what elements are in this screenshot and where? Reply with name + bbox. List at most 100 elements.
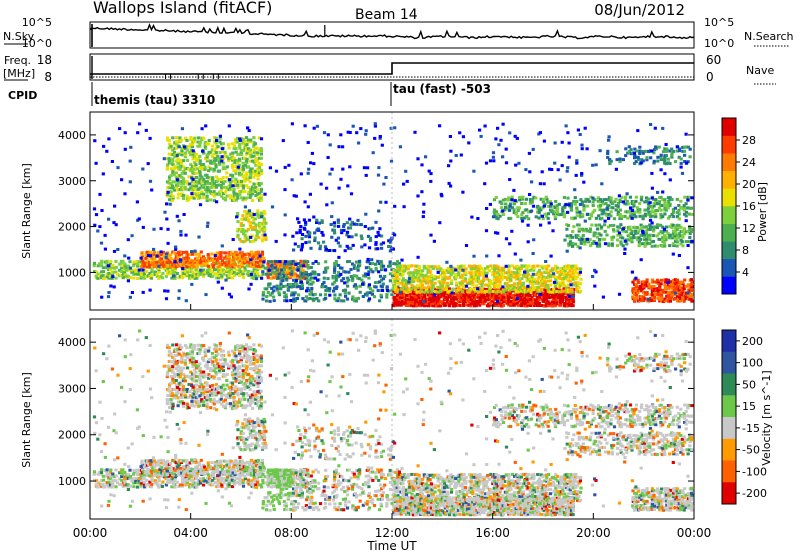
power-cell [442,281,446,285]
power-cell [184,270,188,274]
power-cell [401,271,405,275]
power-cell [299,280,303,284]
power-cell [498,200,502,204]
power-cell [626,151,630,155]
power-cell [342,228,346,232]
power-cell [300,282,304,286]
power-cell [283,165,287,169]
power-cell [424,281,428,285]
power-cell [636,238,640,242]
power-cell [559,283,563,287]
power-cell [255,231,260,235]
power-cell [560,140,564,144]
power-cell [210,148,214,152]
power-cell [405,288,409,292]
power-cell [211,176,215,180]
power-cell [232,160,236,164]
power-cell [272,289,276,293]
power-cell [521,290,525,294]
power-cell [478,303,482,307]
power-cell [516,274,520,278]
power-cell [633,154,637,157]
power-cell [140,253,144,257]
power-cell [633,229,638,233]
power-cell [401,284,405,288]
power-cell [261,238,265,241]
power-cell [296,244,301,248]
power-cell [202,179,206,183]
power-cell [98,225,102,229]
power-cell [426,270,430,274]
power-cell [480,300,484,303]
power-cell [483,182,487,186]
power-cell [121,259,125,263]
power-cell [228,184,233,187]
power-cell [176,157,180,161]
power-cell [246,178,250,182]
power-cell [471,297,475,301]
power-cell [571,304,575,308]
power-cell [358,259,362,263]
power-cell [464,294,468,298]
power-cell [356,266,360,270]
power-cell [377,209,381,213]
power-cell [575,210,579,214]
freq-panel: Freq. [MHz] 18 8 60 0 Nave [3,53,776,85]
power-cell [510,229,514,233]
power-cell [633,299,637,303]
power-cell [228,261,232,265]
power-cell [313,276,318,280]
power-cell [498,292,502,296]
power-cell [426,281,430,285]
power-cell [641,290,645,294]
power-cell [403,269,407,273]
power-cell [568,267,572,270]
power-cell [352,264,356,268]
power-cell [223,190,227,194]
power-cell [649,123,653,126]
power-cell [288,276,292,280]
power-cell [603,237,607,241]
power-cell [255,257,259,260]
power-cell [455,296,459,300]
power-cell [683,153,687,157]
power-cell [205,173,209,177]
power-cell [504,161,509,165]
power-cell [671,229,675,233]
power-cell [203,141,207,144]
power-cell [338,244,342,248]
power-cell [455,302,459,306]
power-cell [279,264,283,268]
power-cell [686,297,690,301]
power-cell [568,272,572,276]
power-cell [444,289,448,293]
power-cell [675,280,679,284]
power-cell [399,281,403,285]
power-cell [662,229,667,233]
power-cell [557,294,561,298]
power-cell [498,214,502,218]
power-cell [603,242,608,246]
power-cell [516,285,520,289]
power-colorbar-label: Power [dB] [756,182,769,242]
power-cell [127,256,131,260]
power-cell [230,276,235,280]
power-cell [501,155,505,159]
power-cell [347,226,351,230]
power-cell [459,293,463,297]
power-cell [404,267,408,271]
power-cell [432,277,436,281]
power-cell [618,159,622,163]
power-cell [220,286,224,290]
power-cell [313,239,317,243]
power-cell [336,299,340,303]
power-cell [264,272,269,276]
power-cell [512,273,516,277]
power-cell [604,198,608,201]
power-cell [544,302,548,306]
power-cell [253,264,257,268]
power-cell [690,299,694,303]
power-cell [670,293,674,297]
power-cell [221,263,225,266]
power-cell [214,136,218,140]
